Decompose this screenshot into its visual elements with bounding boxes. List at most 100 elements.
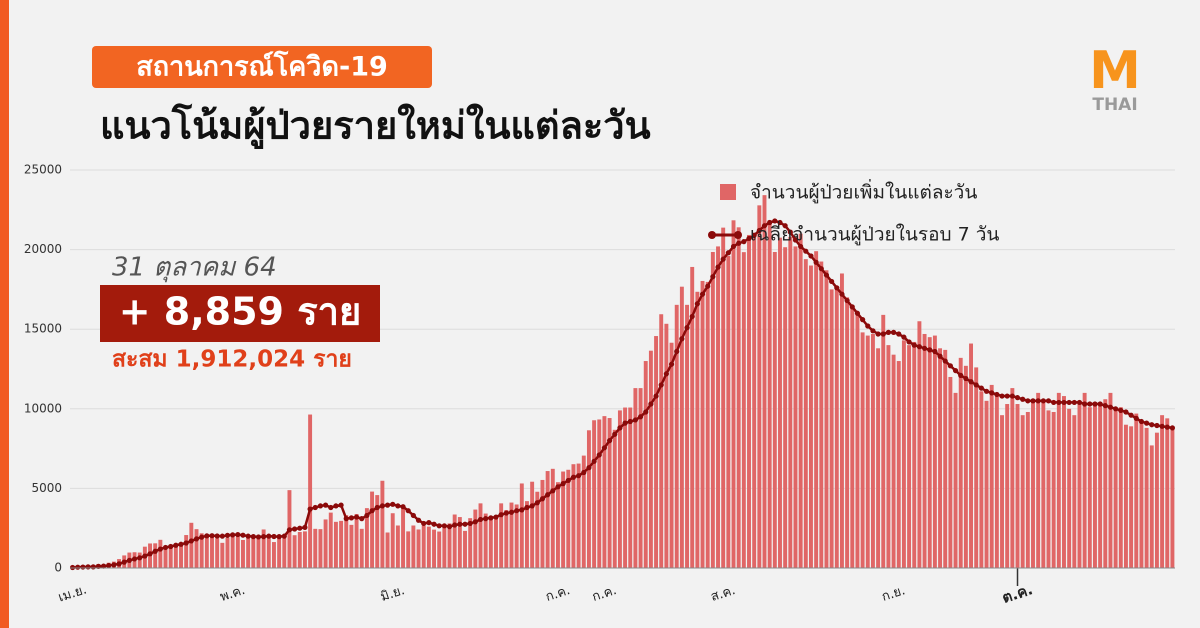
line-point: [508, 509, 515, 515]
x-tick-label: เม.ย.: [57, 582, 89, 605]
bar: [488, 517, 493, 568]
line-point: [90, 564, 96, 570]
bar: [1025, 411, 1030, 568]
line-point: [787, 229, 793, 235]
legend-label: เฉลี่ยจำนวนผู้ป่วยในรอบ 7 วัน: [750, 221, 999, 246]
line-point: [514, 508, 520, 514]
line-point: [359, 516, 365, 522]
bar: [447, 523, 452, 568]
line-point: [452, 522, 458, 528]
bar: [788, 236, 793, 568]
y-tick-label: 10000: [24, 401, 62, 415]
bar: [1165, 418, 1170, 568]
bar: [566, 469, 571, 568]
bar: [416, 529, 421, 568]
line-point: [730, 243, 737, 250]
line-point: [353, 514, 360, 520]
line-point: [519, 507, 525, 513]
bar: [901, 340, 906, 568]
line-point: [1076, 399, 1083, 406]
line-point: [374, 504, 380, 511]
bar: [757, 205, 762, 568]
bar: [514, 504, 519, 568]
line-point: [204, 533, 210, 539]
legend-swatch: [720, 184, 736, 200]
line-point: [1107, 404, 1114, 410]
bar: [1103, 399, 1108, 568]
bar: [292, 535, 297, 568]
line-point: [1014, 395, 1021, 401]
line-point: [266, 533, 272, 539]
bar: [432, 529, 436, 568]
line-point: [106, 562, 112, 569]
side-stripe: [0, 0, 9, 628]
line-point: [705, 283, 711, 289]
bar: [173, 544, 178, 568]
line-point: [178, 541, 184, 547]
bar: [907, 345, 912, 568]
line-point: [932, 348, 938, 355]
line-point: [426, 520, 432, 526]
bar: [194, 529, 199, 568]
bar: [1160, 415, 1165, 568]
bar: [958, 357, 963, 568]
bar: [504, 510, 509, 568]
bar: [612, 429, 617, 568]
bar: [731, 220, 736, 569]
line-point: [958, 372, 964, 378]
line-point: [596, 452, 602, 458]
line-point: [565, 477, 571, 484]
line-point: [792, 237, 799, 243]
line-point: [756, 227, 762, 234]
line-point: [302, 524, 308, 531]
line-point: [741, 239, 747, 245]
bar: [220, 542, 225, 568]
line-point: [209, 533, 215, 539]
line-point: [823, 272, 830, 278]
bar: [963, 365, 968, 568]
bar: [189, 522, 194, 568]
bar: [349, 524, 354, 568]
line-point: [550, 488, 556, 494]
bar: [184, 535, 189, 568]
line-point: [1071, 399, 1077, 406]
line-point: [1092, 401, 1098, 407]
bar: [974, 367, 979, 568]
bar: [1015, 404, 1020, 568]
line-point: [457, 521, 463, 527]
line-point: [736, 240, 742, 246]
line-point: [978, 385, 984, 391]
line-point: [1040, 398, 1046, 404]
bar: [256, 535, 261, 568]
title: แนวโน้มผู้ป่วยรายใหม่ในแต่ละวัน: [100, 103, 651, 150]
line-point: [111, 562, 117, 568]
bar: [762, 195, 767, 568]
bar: [648, 350, 653, 568]
bar: [246, 537, 251, 568]
line-point: [901, 334, 907, 340]
bar: [1154, 432, 1159, 568]
line-point: [627, 418, 633, 425]
line-point: [338, 502, 344, 508]
line-point: [436, 523, 442, 529]
line-point: [446, 524, 453, 530]
bar: [747, 234, 751, 568]
bar: [406, 531, 411, 568]
bar: [251, 535, 256, 568]
line-point: [245, 533, 251, 539]
bar: [839, 273, 844, 568]
line-point: [348, 515, 355, 521]
bar: [870, 333, 875, 568]
line-point: [85, 564, 91, 570]
legend-label: จำนวนผู้ป่วยเพิ่มในแต่ละวัน: [750, 179, 977, 204]
line-point: [1118, 407, 1124, 413]
bar: [659, 314, 664, 568]
bar: [690, 266, 695, 568]
bar: [499, 503, 504, 568]
bar: [473, 509, 478, 568]
bar: [261, 529, 266, 568]
line-point: [1066, 399, 1072, 406]
bar: [411, 525, 416, 568]
line-point: [1113, 406, 1119, 412]
line-point: [643, 409, 649, 415]
